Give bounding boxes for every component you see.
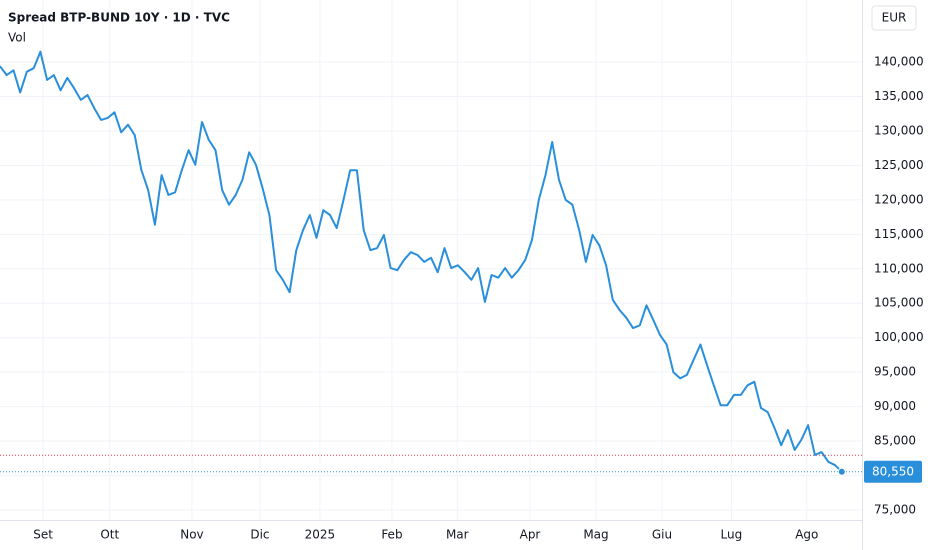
y-tick-label: 75,000 xyxy=(874,503,916,517)
y-tick-label: 110,000 xyxy=(874,261,924,275)
y-tick-label: 135,000 xyxy=(874,89,924,103)
chart-title: Spread BTP-BUND 10Y · 1D · TVC xyxy=(8,11,230,25)
x-tick-label: Feb xyxy=(381,528,402,542)
x-tick-label: Ott xyxy=(100,528,119,542)
currency-button[interactable] xyxy=(871,5,917,31)
last-price-box xyxy=(864,460,922,483)
y-tick-label: 140,000 xyxy=(874,55,924,69)
x-tick-label: Giu xyxy=(652,528,672,542)
last-price-label: 80,550 xyxy=(872,464,914,478)
x-tick-label: Nov xyxy=(180,528,203,542)
y-tick-label: 130,000 xyxy=(874,123,924,137)
y-tick-label: 85,000 xyxy=(874,434,916,448)
x-tick-label: Ago xyxy=(795,528,818,542)
y-tick-label: 95,000 xyxy=(874,365,916,379)
last-point xyxy=(837,467,846,476)
x-tick-label: Dic xyxy=(250,528,269,542)
currency-label[interactable]: EUR xyxy=(882,11,907,25)
x-tick-label: Lug xyxy=(721,528,743,542)
y-tick-label: 125,000 xyxy=(874,158,924,172)
y-tick-label: 90,000 xyxy=(874,399,916,413)
x-tick-label: Mag xyxy=(583,528,608,542)
price-line xyxy=(0,50,843,473)
y-tick-label: 115,000 xyxy=(874,227,924,241)
x-tick-label: Apr xyxy=(520,528,541,542)
y-tick-label: 105,000 xyxy=(874,296,924,310)
indicator-label: Vol xyxy=(8,31,26,45)
x-tick-label: 2025 xyxy=(305,528,336,542)
x-tick-label: Set xyxy=(33,528,53,542)
y-tick-label: 100,000 xyxy=(874,330,924,344)
x-tick-label: Mar xyxy=(446,528,469,542)
y-tick-label: 120,000 xyxy=(874,192,924,206)
